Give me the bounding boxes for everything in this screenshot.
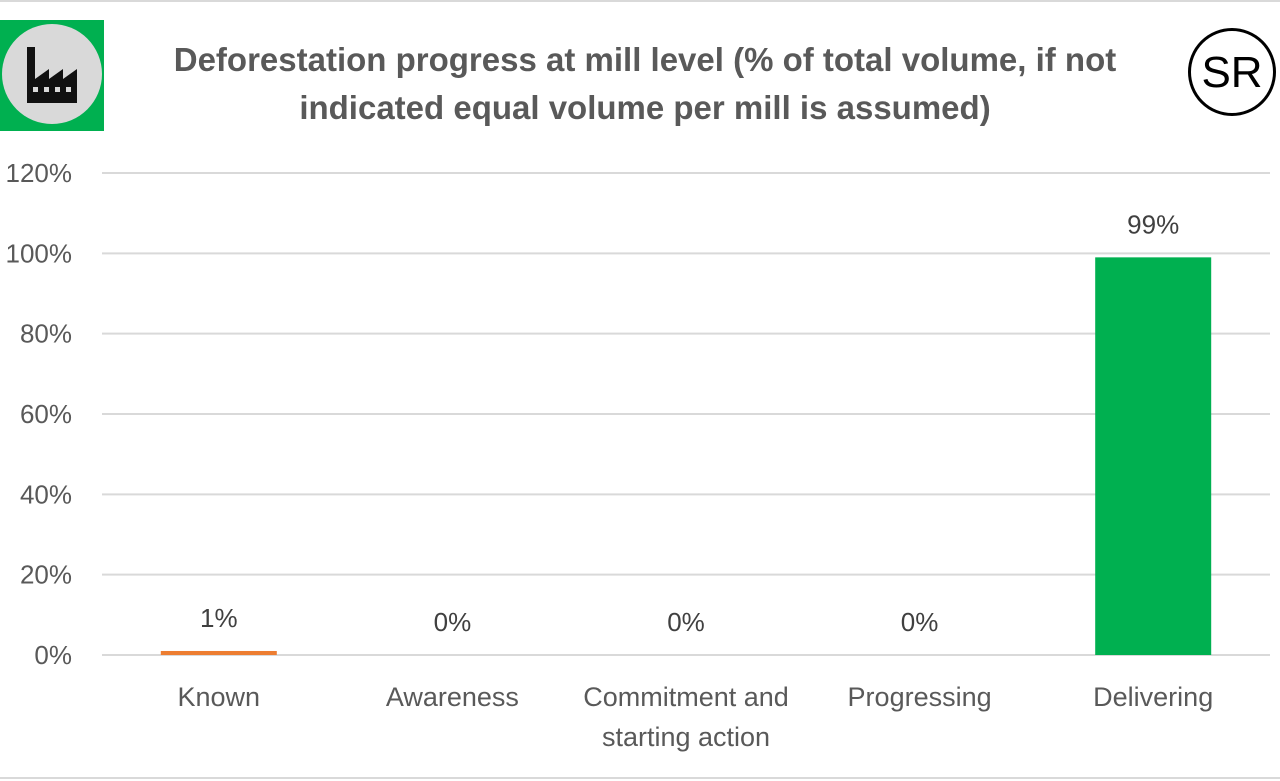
category-label: Delivering: [1093, 682, 1213, 712]
factory-badge-disc: [2, 24, 102, 124]
y-axis-ticks: 0% 20% 40% 60% 80% 100% 120%: [6, 158, 73, 670]
y-tick-label: 40%: [20, 479, 72, 509]
y-tick-label: 80%: [20, 319, 72, 349]
sr-badge: SR: [1188, 28, 1276, 116]
data-labels: 1% 0% 0% 0% 99%: [200, 209, 1179, 637]
y-tick-label: 100%: [6, 238, 73, 268]
data-label: 1%: [200, 603, 238, 633]
gridlines: [102, 172, 1270, 656]
y-tick-label: 120%: [6, 158, 73, 188]
category-label: Commitment and: [583, 682, 789, 712]
y-tick-label: 60%: [20, 399, 72, 429]
frame-bottom-line: [0, 777, 1280, 779]
category-label: starting action: [602, 722, 770, 752]
bar: [1095, 257, 1212, 655]
category-label: Known: [178, 682, 261, 712]
category-label: Awareness: [386, 682, 519, 712]
factory-badge: [0, 20, 104, 131]
x-axis-categories: Known Awareness Commitment and starting act…: [178, 682, 1214, 752]
bar: [160, 650, 277, 655]
y-tick-label: 0%: [34, 640, 72, 670]
data-label: 0%: [434, 607, 472, 637]
chart-title-line1: Deforestation progress at mill level (% …: [173, 41, 1117, 78]
factory-icon: [27, 47, 77, 103]
data-label: 0%: [901, 607, 939, 637]
category-label: Progressing: [848, 682, 992, 712]
chart-title: Deforestation progress at mill level (% …: [130, 36, 1160, 132]
data-label: 0%: [667, 607, 705, 637]
frame-top-line: [0, 0, 1280, 2]
y-tick-label: 20%: [20, 560, 72, 590]
data-label: 99%: [1127, 209, 1179, 239]
chart-title-line2: indicated equal volume per mill is assum…: [299, 89, 991, 126]
bars: [160, 257, 1212, 655]
